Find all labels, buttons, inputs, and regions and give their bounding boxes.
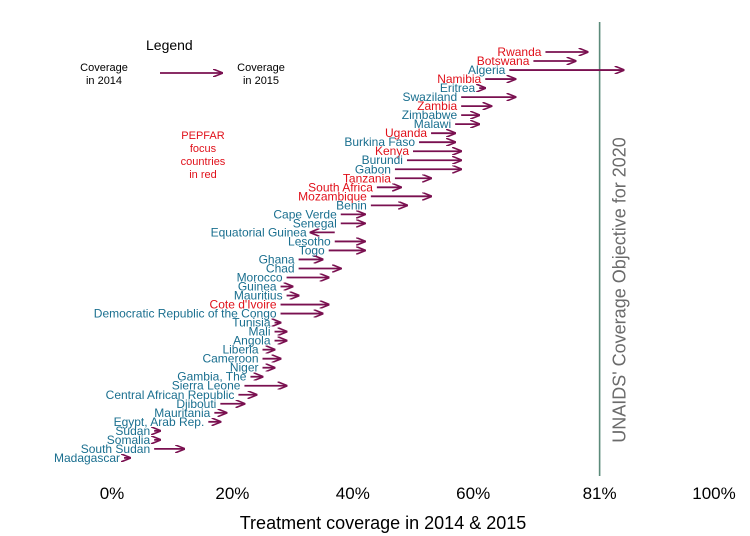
country-label-zimbabwe: Zimbabwe [402,108,458,122]
country-label-south-africa: South Africa [308,180,373,194]
country-label-mozambique: Mozambique [298,189,367,203]
country-label-zambia: Zambia [417,99,457,113]
legend-to-label-2: in 2015 [243,75,279,87]
country-label-eritrea: Eritrea [440,81,476,95]
note-line-3: countries [181,156,226,168]
legend-from-label-2: in 2014 [86,75,122,87]
target-label: UNAIDS' Coverage Objective for 2020 [610,137,630,443]
country-label-guinea: Guinea [238,280,277,294]
country-label-equatorial-guinea: Equatorial Guinea [211,225,307,239]
country-label-morocco: Morocco [237,271,283,285]
country-label-malawi: Malawi [414,117,451,131]
country-label-chad: Chad [266,261,295,275]
country-label-gambia-the: Gambia, The [177,370,246,384]
country-label-botswana: Botswana [477,54,530,68]
x-axis-ticks: 0% 20% 40% 60% 81% 100% [100,484,736,503]
country-label-rwanda: Rwanda [497,45,541,59]
country-label-egypt-arab-rep: Egypt, Arab Rep. [114,415,205,429]
legend-to-label-1: Coverage [237,62,285,74]
country-label-senegal: Senegal [293,216,337,230]
country-label-lesotho: Lesotho [288,234,331,248]
country-label-swaziland: Swaziland [402,90,457,104]
country-label-namibia: Namibia [437,72,481,86]
country-label-burkina-faso: Burkina Faso [344,135,415,149]
country-label-niger: Niger [230,361,259,375]
note-line-1: PEPFAR [181,130,224,142]
country-label-cape-verde: Cape Verde [273,207,337,221]
country-label-algeria: Algeria [468,63,506,77]
country-label-angola: Angola [233,334,271,348]
legend-title: Legend [146,37,193,53]
country-label-ghana: Ghana [259,252,295,266]
country-label-sierra-leone: Sierra Leone [172,379,241,393]
country-label-mauritius: Mauritius [234,289,283,303]
x-tick-60: 60% [456,484,490,503]
country-label-mauritania: Mauritania [154,406,210,420]
x-tick-0: 0% [100,484,125,503]
x-tick-81: 81% [583,484,617,503]
country-label-madagascar: Madagascar [54,451,120,465]
x-tick-20: 20% [215,484,249,503]
country-label-gabon: Gabon [355,162,391,176]
country-label-mali: Mali [249,325,271,339]
country-label-cameroon: Cameroon [202,352,258,366]
note-line-2: focus [190,143,217,155]
country-label-benin: Benin [336,198,367,212]
country-label-central-african-republic: Central African Republic [106,388,235,402]
country-label-djibouti: Djibouti [176,397,216,411]
note-line-4: in red [189,169,217,181]
x-axis-label: Treatment coverage in 2014 & 2015 [240,513,527,533]
country-label-liberia: Liberia [222,343,258,357]
legend-from-label-1: Coverage [80,62,128,74]
country-label-sudan: Sudan [115,424,150,438]
country-label-togo: Togo [299,243,325,257]
country-label-tanzania: Tanzania [343,171,391,185]
x-tick-40: 40% [336,484,370,503]
country-label-tunisia: Tunisia [232,316,271,330]
country-label-cote-d-ivoire: Cote d'Ivoire [210,298,277,312]
country-label-south-sudan: South Sudan [81,442,150,456]
country-label-democratic-republic-of-the-congo: Democratic Republic of the Congo [94,307,277,321]
country-label-kenya: Kenya [375,144,409,158]
x-tick-100: 100% [692,484,735,503]
country-label-burundi: Burundi [362,153,403,167]
country-rows: RwandaBotswanaAlgeriaNamibiaEritreaSwazi… [54,45,624,465]
country-label-somalia: Somalia [107,433,151,447]
country-label-uganda: Uganda [385,126,427,140]
